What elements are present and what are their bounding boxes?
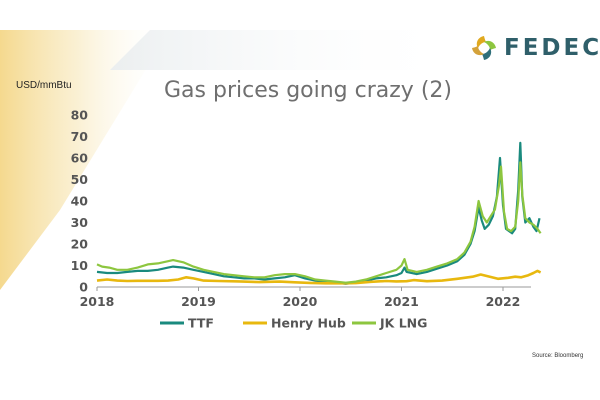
axes: 0 10 20 30 40 50 60 70 80 2018 2019 2020 2021 2022 [71, 108, 531, 309]
source-note: Source: Bloomberg [532, 353, 584, 359]
y-tick-label: 60 [71, 151, 89, 166]
legend: TTF Henry Hub JK LNG [160, 316, 427, 331]
x-tick-label: 2020 [283, 294, 318, 309]
y-tick-label: 10 [71, 258, 89, 273]
y-axis-unit-label: USD/mmBtu [16, 80, 72, 91]
y-tick-label: 0 [79, 280, 88, 295]
y-tick-label: 40 [71, 194, 89, 209]
series-layer [96, 141, 542, 285]
y-tick-label: 30 [71, 215, 89, 230]
y-tick-label: 20 [71, 237, 89, 252]
series-line-jk-lng [96, 161, 542, 284]
x-tick-label: 2018 [80, 294, 115, 309]
y-tick-label: 80 [71, 108, 89, 123]
legend-label-jk-lng: JK LNG [379, 316, 427, 331]
x-tick-label: 2022 [486, 294, 521, 309]
y-tick-label: 50 [71, 172, 89, 187]
brand-logo: FEDEC [470, 34, 600, 62]
x-tick-label: 2021 [384, 294, 419, 309]
fedec-logo-icon [472, 36, 496, 60]
y-tick-label: 70 [71, 129, 89, 144]
legend-label-henry-hub: Henry Hub [271, 316, 346, 331]
brand-name: FEDEC [504, 35, 600, 61]
chart-title: Gas prices going crazy (2) [164, 78, 452, 103]
legend-label-ttf: TTF [188, 316, 214, 331]
x-tick-label: 2019 [181, 294, 216, 309]
